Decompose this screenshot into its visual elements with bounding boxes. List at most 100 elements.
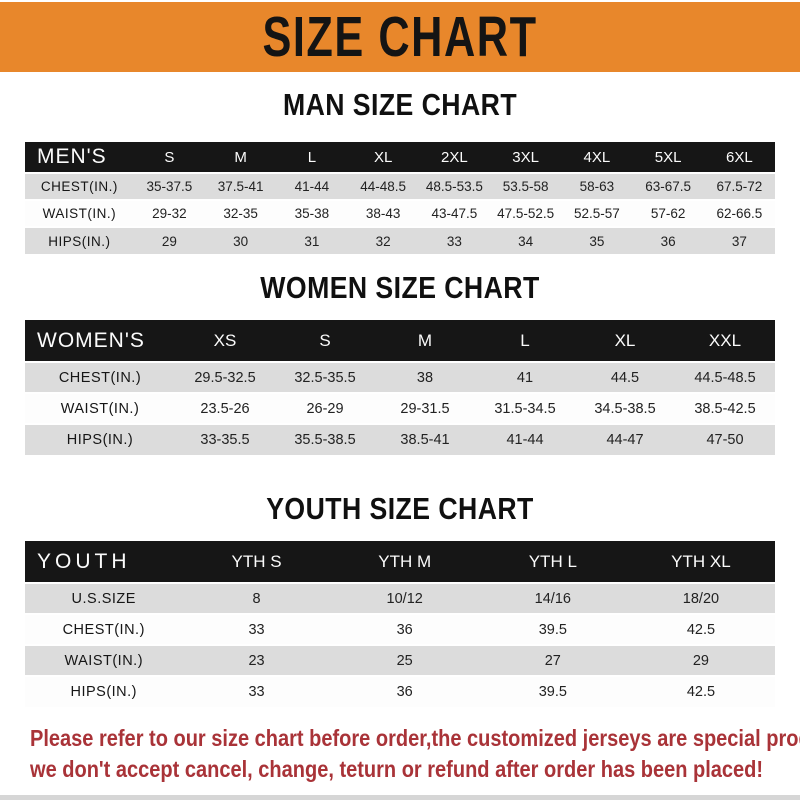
men-cell: 29 xyxy=(133,226,205,254)
men-column-header: 2XL xyxy=(418,142,490,173)
page-title: SIZE CHART xyxy=(262,5,538,69)
women-table-row: HIPS(IN.) 33-35.5 35.5-38.5 38.5-41 41-44 44-… xyxy=(25,423,775,455)
women-table-header-row: WOMEN'S XS S M L XL XXL xyxy=(25,320,775,362)
women-cell: 26-29 xyxy=(275,392,375,424)
men-column-header: L xyxy=(276,142,348,173)
youth-row-label: CHEST(IN.) xyxy=(25,613,183,645)
men-column-header: 6XL xyxy=(703,142,775,173)
youth-table-header-row: YOUTH YTH S YTH M YTH L YTH XL xyxy=(25,541,775,583)
women-cell: 35.5-38.5 xyxy=(275,423,375,455)
women-table-row: WAIST(IN.) 23.5-26 26-29 29-31.5 31.5-34.5 34… xyxy=(25,392,775,424)
men-cell: 32-35 xyxy=(205,199,277,227)
youth-cell: 36 xyxy=(330,613,479,645)
men-cell: 35 xyxy=(561,226,633,254)
women-column-header: M xyxy=(375,320,475,362)
men-cell: 63-67.5 xyxy=(632,172,704,200)
women-row-label: HIPS(IN.) xyxy=(25,423,175,455)
men-column-header: 3XL xyxy=(490,142,562,173)
men-column-header: 5XL xyxy=(632,142,704,173)
youth-cell: 29 xyxy=(626,644,775,676)
men-table-row: WAIST(IN.) 29-32 32-35 35-38 38-43 43-47.5 47.… xyxy=(25,199,775,227)
bottom-edge-strip xyxy=(0,795,800,800)
youth-cell: 14/16 xyxy=(478,582,627,614)
men-cell: 38-43 xyxy=(347,199,419,227)
youth-table-row: HIPS(IN.) 33 36 39.5 42.5 xyxy=(25,675,775,707)
women-row-label: CHEST(IN.) xyxy=(25,361,175,393)
disclaimer: Please refer to our size chart before or… xyxy=(30,723,800,785)
women-cell: 38 xyxy=(375,361,475,393)
women-table-label: WOMEN'S xyxy=(25,320,175,362)
men-row-label: WAIST(IN.) xyxy=(25,199,134,227)
women-cell: 29.5-32.5 xyxy=(175,361,275,393)
men-cell: 37.5-41 xyxy=(205,172,277,200)
women-section-heading: WOMEN SIZE CHART xyxy=(260,270,540,305)
women-cell: 44-47 xyxy=(575,423,675,455)
men-cell: 48.5-53.5 xyxy=(418,172,490,200)
men-cell: 58-63 xyxy=(561,172,633,200)
women-cell: 38.5-41 xyxy=(375,423,475,455)
women-size-section: WOMEN SIZE CHART WOMEN'S XS S M L XL XXL CHEST(… xyxy=(0,270,800,455)
youth-cell: 10/12 xyxy=(330,582,479,614)
men-column-header: M xyxy=(205,142,277,173)
disclaimer-line-1: Please refer to our size chart before or… xyxy=(30,725,800,751)
men-table-header-row: MEN'S S M L XL 2XL 3XL 4XL 5XL 6XL xyxy=(25,142,775,173)
youth-cell: 33 xyxy=(182,675,331,707)
men-table-label: MEN'S xyxy=(25,142,134,173)
women-size-table: WOMEN'S XS S M L XL XXL CHEST(IN.) 29.5-32.5 32.5… xyxy=(25,320,775,455)
men-cell: 41-44 xyxy=(276,172,348,200)
men-column-header: XL xyxy=(347,142,419,173)
men-table-row: CHEST(IN.) 35-37.5 37.5-41 41-44 44-48.5 48.5… xyxy=(25,172,775,200)
men-cell: 57-62 xyxy=(632,199,704,227)
women-cell: 41 xyxy=(475,361,575,393)
men-cell: 34 xyxy=(490,226,562,254)
women-cell: 34.5-38.5 xyxy=(575,392,675,424)
women-column-header: L xyxy=(475,320,575,362)
men-cell: 32 xyxy=(347,226,419,254)
men-size-table: MEN'S S M L XL 2XL 3XL 4XL 5XL 6XL CHEST(IN.) 35-37… xyxy=(25,142,775,254)
men-cell: 35-37.5 xyxy=(133,172,205,200)
youth-section-heading: YOUTH SIZE CHART xyxy=(266,491,534,526)
youth-cell: 33 xyxy=(182,613,331,645)
women-column-header: XXL xyxy=(675,320,775,362)
youth-table-label: YOUTH xyxy=(25,541,183,583)
youth-table-row: U.S.SIZE 8 10/12 14/16 18/20 xyxy=(25,582,775,614)
women-cell: 33-35.5 xyxy=(175,423,275,455)
men-size-section: MAN SIZE CHART MEN'S S M L XL 2XL 3XL 4XL 5XL 6XL… xyxy=(0,87,800,254)
men-cell: 33 xyxy=(418,226,490,254)
women-cell: 29-31.5 xyxy=(375,392,475,424)
men-table-row: HIPS(IN.) 29 30 31 32 33 34 35 36 37 xyxy=(25,226,775,254)
men-cell: 30 xyxy=(205,226,277,254)
men-cell: 62-66.5 xyxy=(703,199,775,227)
men-cell: 31 xyxy=(276,226,348,254)
youth-cell: 42.5 xyxy=(626,613,775,645)
women-cell: 44.5 xyxy=(575,361,675,393)
men-cell: 47.5-52.5 xyxy=(490,199,562,227)
women-column-header: S xyxy=(275,320,375,362)
women-column-header: XL xyxy=(575,320,675,362)
banner: SIZE CHART xyxy=(0,2,800,72)
youth-cell: 23 xyxy=(182,644,331,676)
men-cell: 35-38 xyxy=(276,199,348,227)
youth-cell: 42.5 xyxy=(626,675,775,707)
youth-column-header: YTH XL xyxy=(626,541,775,583)
youth-column-header: YTH L xyxy=(478,541,627,583)
women-table-row: CHEST(IN.) 29.5-32.5 32.5-35.5 38 41 44.5 44.5… xyxy=(25,361,775,393)
youth-size-table: YOUTH YTH S YTH M YTH L YTH XL U.S.SIZE 8 10/12… xyxy=(25,541,775,707)
youth-row-label: U.S.SIZE xyxy=(25,582,183,614)
youth-column-header: YTH M xyxy=(330,541,479,583)
women-cell: 32.5-35.5 xyxy=(275,361,375,393)
youth-cell: 36 xyxy=(330,675,479,707)
men-row-label: CHEST(IN.) xyxy=(25,172,134,200)
youth-size-section: YOUTH SIZE CHART YOUTH YTH S YTH M YTH L YTH… xyxy=(0,491,800,707)
men-cell: 43-47.5 xyxy=(418,199,490,227)
men-column-header: S xyxy=(133,142,205,173)
youth-row-label: HIPS(IN.) xyxy=(25,675,183,707)
women-cell: 41-44 xyxy=(475,423,575,455)
women-column-header: XS xyxy=(175,320,275,362)
disclaimer-line-2: we don't accept cancel, change, teturn o… xyxy=(30,756,764,782)
men-row-label: HIPS(IN.) xyxy=(25,226,134,254)
men-column-header: 4XL xyxy=(561,142,633,173)
women-cell: 38.5-42.5 xyxy=(675,392,775,424)
men-cell: 37 xyxy=(703,226,775,254)
